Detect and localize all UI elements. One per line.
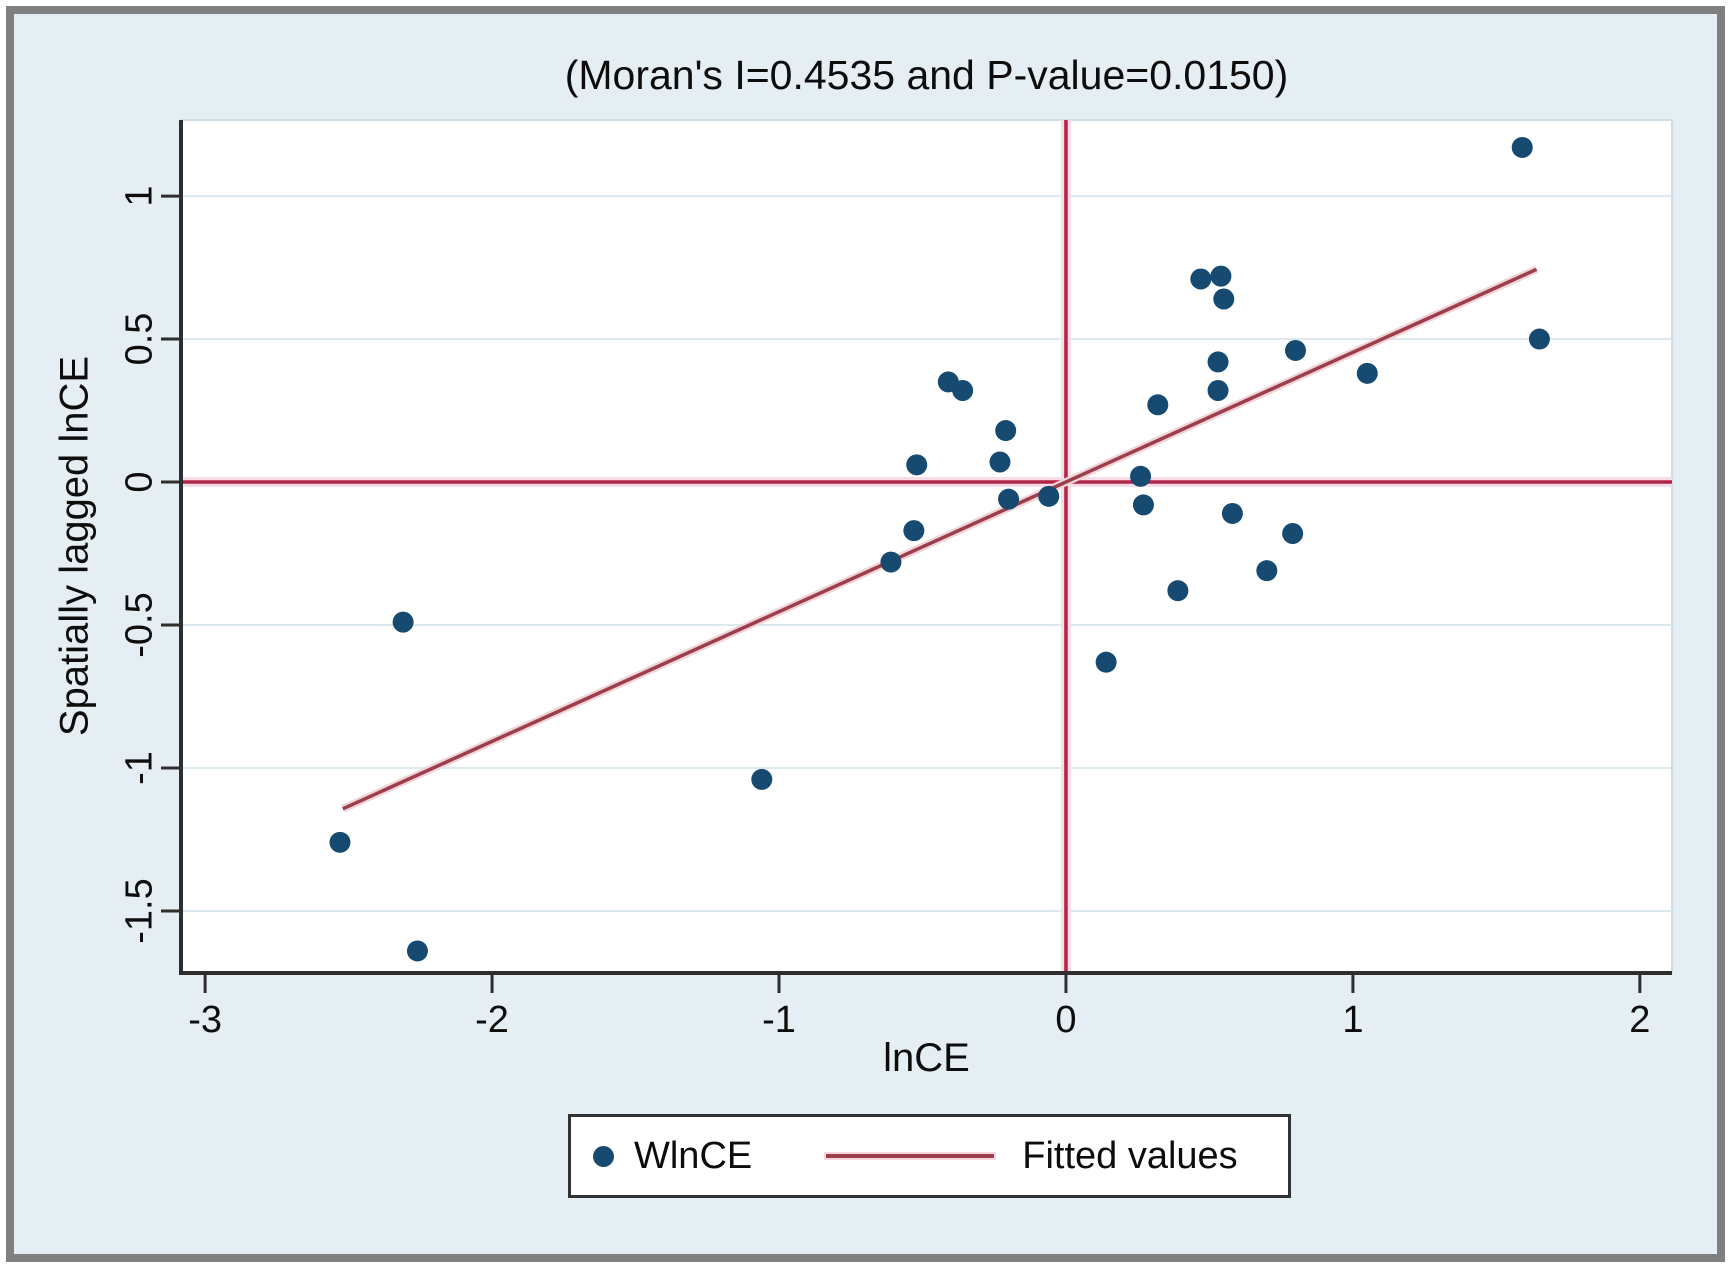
legend-label-wlnce: WlnCE	[634, 1134, 753, 1177]
y-tick-label: 0	[118, 471, 161, 493]
data-point	[1221, 502, 1243, 524]
data-point	[1095, 651, 1117, 673]
data-point	[1207, 380, 1229, 402]
x-axis-title: lnCE	[883, 1036, 970, 1080]
x-tick-label: -2	[475, 999, 509, 1041]
data-point	[1167, 580, 1189, 602]
data-point	[952, 380, 974, 402]
data-point	[1210, 265, 1232, 287]
data-point	[1282, 522, 1304, 544]
x-tick-label: 1	[1342, 999, 1364, 1041]
data-point	[903, 520, 925, 542]
legend-line-fitted	[826, 1154, 995, 1158]
data-point	[1213, 288, 1235, 310]
chart-title: (Moran's I=0.4535 and P-value=0.0150)	[564, 52, 1289, 98]
x-tick-label: 0	[1055, 999, 1077, 1041]
fitted-line	[342, 267, 1538, 811]
y-tick-label: -0.5	[118, 592, 161, 658]
legend-marker-wlnce	[593, 1145, 614, 1167]
data-point	[392, 611, 414, 633]
legend-label-fitted: Fitted values	[1022, 1134, 1238, 1177]
data-point	[1356, 362, 1378, 384]
y-axis-title: Spatially lagged lnCE	[52, 355, 97, 737]
data-point	[1207, 351, 1229, 373]
data-point	[989, 451, 1011, 473]
data-point	[906, 454, 928, 476]
data-point	[329, 831, 351, 853]
data-point	[998, 488, 1020, 510]
data-point	[751, 768, 773, 790]
data-point	[1256, 560, 1278, 582]
y-tick-label: 1	[118, 185, 161, 207]
y-tick-label: -1.5	[118, 878, 161, 944]
data-point	[1511, 136, 1533, 158]
x-tick-label: -3	[188, 999, 222, 1041]
data-point	[1130, 465, 1152, 487]
y-tick-label: 0.5	[118, 312, 161, 366]
data-point	[1038, 485, 1060, 507]
x-tick-label: -1	[762, 999, 796, 1041]
data-point	[995, 420, 1017, 442]
data-point	[1147, 394, 1169, 416]
data-point	[1528, 328, 1550, 350]
data-point	[406, 940, 428, 962]
data-point	[880, 551, 902, 573]
data-point	[1190, 268, 1212, 290]
y-tick-label: -1	[118, 751, 161, 785]
x-tick-label: 2	[1629, 999, 1651, 1041]
legend: WlnCE Fitted values	[568, 1114, 1291, 1198]
data-point	[1132, 494, 1154, 516]
data-point	[1285, 339, 1307, 361]
